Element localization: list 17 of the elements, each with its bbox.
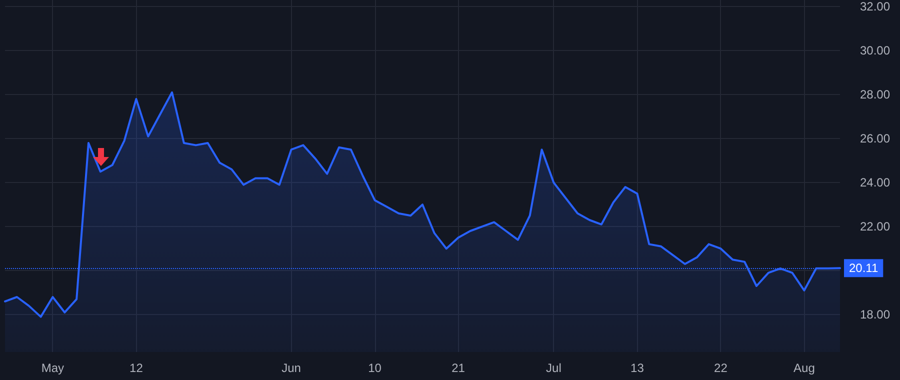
y-tick-label: 26.00 — [860, 132, 890, 146]
y-tick-label: 30.00 — [860, 44, 890, 58]
x-tick-label: Aug — [794, 361, 815, 375]
x-tick-label: 10 — [368, 361, 382, 375]
x-tick-label: May — [41, 361, 64, 375]
y-tick-label: 28.00 — [860, 88, 890, 102]
ref-line-label: 20.11 — [849, 261, 878, 276]
x-tick-label: 12 — [130, 361, 144, 375]
x-tick-label: Jul — [546, 361, 562, 375]
y-tick-label: 24.00 — [860, 176, 890, 190]
x-tick-label: 21 — [452, 361, 466, 375]
y-tick-label: 32.00 — [860, 0, 890, 14]
x-tick-label: 22 — [714, 361, 728, 375]
y-tick-label: 18.00 — [860, 308, 890, 322]
x-tick-label: Jun — [282, 361, 301, 375]
x-tick-label: 13 — [630, 361, 644, 375]
y-tick-label: 22.00 — [860, 220, 890, 234]
